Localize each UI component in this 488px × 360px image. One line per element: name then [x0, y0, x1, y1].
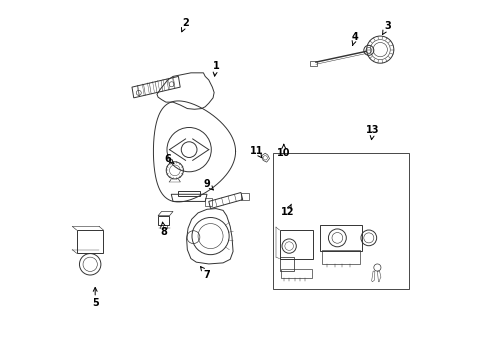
Text: 7: 7: [200, 267, 210, 280]
Bar: [241, 193, 248, 200]
Text: 1: 1: [212, 61, 219, 76]
Text: 2: 2: [181, 18, 188, 32]
Text: 5: 5: [92, 287, 99, 308]
Text: 9: 9: [203, 179, 213, 190]
Bar: [279, 257, 293, 271]
Bar: [281, 269, 311, 278]
Text: 11: 11: [250, 147, 263, 158]
Text: 13: 13: [366, 125, 379, 140]
Bar: [158, 216, 169, 225]
Text: 8: 8: [161, 222, 167, 237]
Bar: [322, 250, 359, 264]
Text: 3: 3: [382, 21, 390, 35]
Text: 12: 12: [280, 204, 293, 217]
Bar: [205, 198, 211, 206]
Bar: [319, 225, 362, 251]
Text: 4: 4: [351, 32, 358, 45]
Bar: [272, 153, 408, 289]
Bar: [77, 230, 103, 253]
Bar: [279, 230, 313, 258]
Text: 6: 6: [164, 154, 174, 163]
Text: 10: 10: [277, 144, 290, 158]
Bar: [309, 61, 317, 66]
